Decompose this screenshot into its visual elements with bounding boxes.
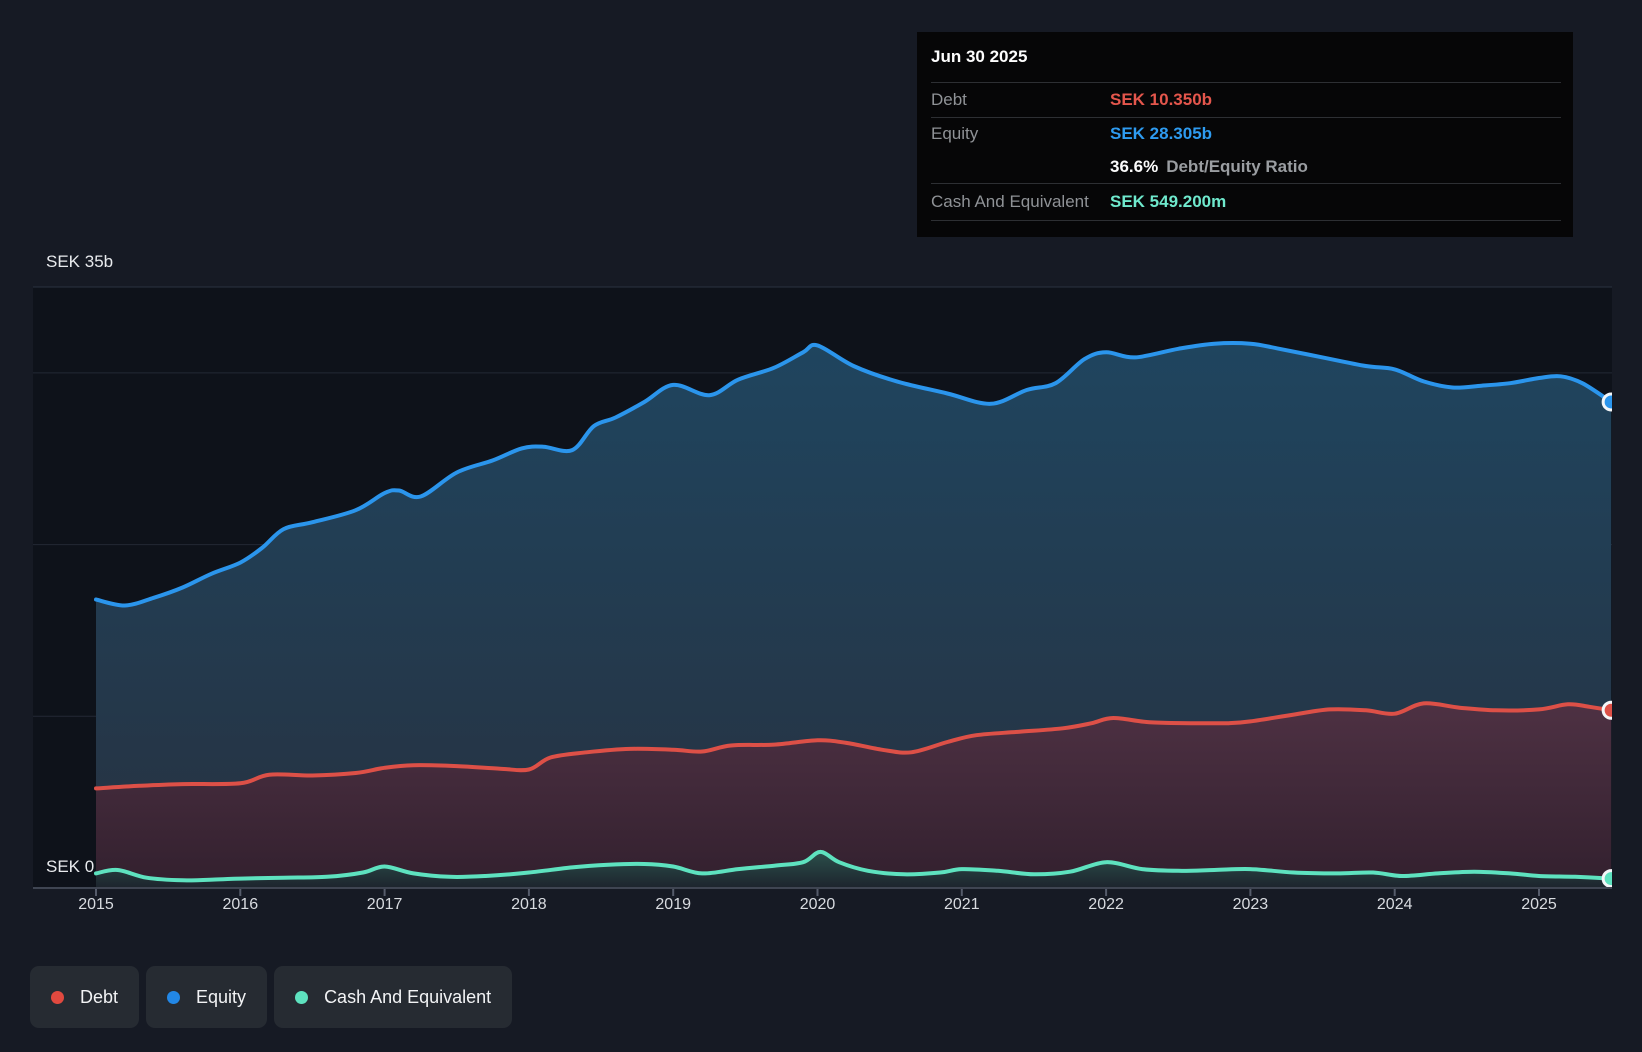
x-axis-year-label: 2022 [1088,896,1124,913]
y-axis-max-label: SEK 35b [46,252,113,272]
debt-end-marker[interactable] [1603,702,1619,718]
tooltip-equity-value: SEK 28.305b [1110,124,1212,144]
x-axis-year-label: 2020 [800,896,836,913]
equity-end-marker[interactable] [1603,394,1619,410]
chart-legend: Debt Equity Cash And Equivalent [30,966,512,1028]
x-axis-year-label: 2021 [944,896,980,913]
tooltip-ratio-value: 36.6% [1110,157,1158,177]
debt-dot-icon [51,991,64,1004]
tooltip-row-ratio: 36.6% Debt/Equity Ratio [931,150,1561,183]
tooltip-debt-label: Debt [931,90,1110,110]
tooltip-equity-label: Equity [931,124,1110,144]
y-axis-zero-label: SEK 0 [46,857,94,877]
x-axis-year-label: 2019 [655,896,691,913]
chart-tooltip: Jun 30 2025 Debt SEK 10.350b Equity SEK … [917,32,1573,237]
tooltip-debt-value: SEK 10.350b [1110,90,1212,110]
x-axis-year-label: 2017 [367,896,403,913]
tooltip-cash-value: SEK 549.200m [1110,192,1226,212]
x-axis-year-label: 2024 [1377,896,1413,913]
x-axis-year-label: 2018 [511,896,547,913]
tooltip-row-equity: Equity SEK 28.305b [931,117,1561,150]
x-axis-year-label: 2023 [1233,896,1269,913]
legend-equity-label: Equity [196,987,246,1008]
tooltip-row-debt: Debt SEK 10.350b [931,82,1561,117]
x-axis-year-label: 2015 [78,896,114,913]
equity-dot-icon [167,991,180,1004]
x-axis-year-label: 2025 [1521,896,1557,913]
cash-dot-icon [295,991,308,1004]
balance-sheet-history-chart: 2015 2016 2017 2018 2019 2020 2021 2022 2023 2024… [0,0,1642,1052]
legend-item-cash[interactable]: Cash And Equivalent [274,966,512,1028]
tooltip-cash-label: Cash And Equivalent [931,192,1110,212]
legend-cash-label: Cash And Equivalent [324,987,491,1008]
legend-debt-label: Debt [80,987,118,1008]
tooltip-row-cash: Cash And Equivalent SEK 549.200m [931,183,1561,220]
tooltip-date: Jun 30 2025 [917,32,1573,82]
legend-item-equity[interactable]: Equity [146,966,267,1028]
cash-and-equivalent-end-marker[interactable] [1603,871,1619,887]
tooltip-ratio-label: Debt/Equity Ratio [1166,157,1308,177]
x-axis-year-label: 2016 [223,896,259,913]
legend-item-debt[interactable]: Debt [30,966,139,1028]
